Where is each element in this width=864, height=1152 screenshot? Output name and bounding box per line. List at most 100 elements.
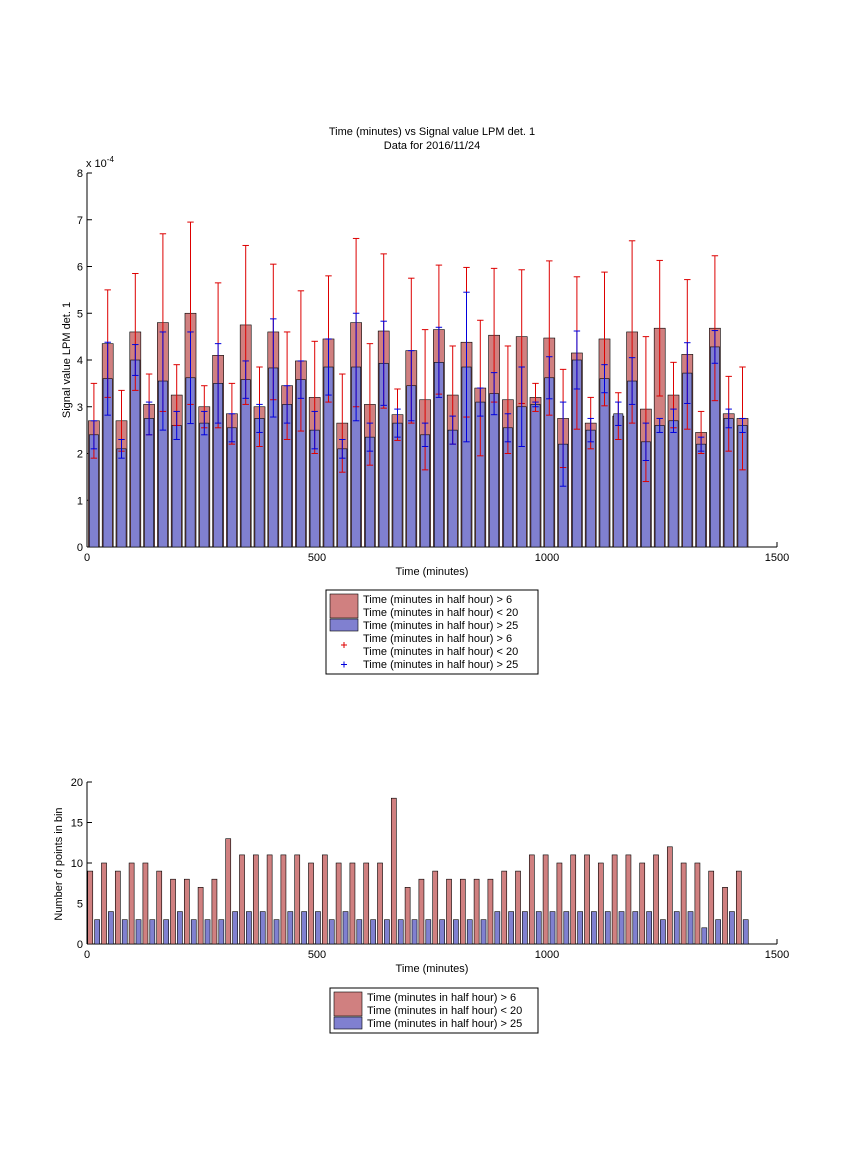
- y-axis-label: Number of points in bin: [53, 807, 65, 920]
- bar-blue: [411, 919, 418, 945]
- x-tick-label: 1000: [535, 552, 559, 564]
- bar-red: [363, 862, 370, 945]
- bar-red: [280, 854, 287, 945]
- bar-red: [183, 878, 190, 945]
- bar-red: [639, 862, 646, 945]
- bar-blue: [453, 919, 459, 945]
- bar-blue: [144, 418, 154, 548]
- bar-red: [225, 838, 232, 945]
- bar-blue: [328, 919, 335, 945]
- bar-blue: [632, 911, 639, 945]
- x-axis-label: Time (minutes): [396, 963, 469, 975]
- bar-red: [735, 870, 742, 945]
- bar-blue: [135, 919, 142, 945]
- y-exponent-label: x 10-4: [86, 155, 114, 170]
- bar-blue: [696, 443, 706, 548]
- x-tick-label: 500: [308, 552, 326, 564]
- bar-red: [142, 862, 149, 945]
- bar-red: [432, 870, 439, 945]
- legend-label: Time (minutes in half hour) > 6: [363, 633, 512, 645]
- bar-red: [570, 854, 577, 945]
- legend-label: Time (minutes in half hour) > 6: [367, 992, 516, 1004]
- bar-red: [156, 870, 163, 945]
- bar-blue: [591, 911, 597, 945]
- y-tick-label: 0: [77, 542, 83, 554]
- bar-blue: [177, 911, 183, 945]
- legend-label: Time (minutes in half hour) > 25: [363, 659, 518, 671]
- bar-red: [625, 854, 632, 945]
- y-tick-label: 3: [77, 402, 83, 414]
- bar-red: [446, 878, 452, 945]
- bar-blue: [204, 919, 211, 945]
- y-tick-label: 0: [77, 939, 83, 951]
- y-exponent-base: x 10: [86, 158, 107, 170]
- bar-blue: [301, 911, 307, 945]
- bar-red: [515, 870, 521, 945]
- y-tick-label: 2: [77, 449, 83, 461]
- bar-blue: [654, 425, 665, 548]
- signal-chart: Time (minutes) vs Signal value LPM det. …: [61, 126, 789, 675]
- bar-blue: [508, 911, 514, 945]
- bar-blue: [742, 919, 749, 945]
- bar-blue: [447, 429, 458, 548]
- bar-blue: [232, 911, 238, 945]
- bar-blue: [384, 919, 390, 945]
- y-axis-label: Signal value LPM det. 1: [61, 302, 73, 418]
- bar-red: [528, 854, 535, 945]
- bar-blue: [687, 911, 694, 945]
- bar-red: [418, 878, 425, 945]
- y-tick-label: 5: [77, 308, 83, 320]
- bar-red: [542, 854, 549, 945]
- legend-label: Time (minutes in half hour) < 20: [363, 646, 518, 658]
- bar-blue: [494, 911, 501, 945]
- bar-red: [266, 854, 273, 945]
- bar-blue: [342, 911, 349, 945]
- y-tick-label: 7: [77, 215, 83, 227]
- bar-red: [197, 886, 204, 945]
- bar-red: [611, 854, 618, 945]
- bar-red: [390, 797, 397, 945]
- bar-red: [239, 854, 245, 945]
- bar-red: [294, 854, 301, 945]
- bar-red: [335, 862, 342, 945]
- bar-blue: [397, 919, 404, 945]
- y-tick-label: 4: [77, 355, 83, 367]
- legend-swatch: [329, 593, 359, 619]
- bar-red: [349, 862, 356, 945]
- bar-blue: [190, 919, 197, 945]
- bar-blue: [108, 911, 114, 945]
- signal-plot-area: 0 500 1000 1500 0 1 2 3 4 5 6 7 8: [77, 168, 789, 564]
- x-tick-label: 500: [308, 949, 326, 961]
- bar-blue: [604, 911, 611, 945]
- bar-red: [101, 862, 107, 945]
- bar-blue: [163, 919, 169, 945]
- bar-blue: [94, 919, 100, 945]
- bar-blue: [466, 919, 473, 945]
- bar-blue: [273, 919, 280, 945]
- bar-blue: [356, 919, 363, 945]
- bar-blue: [522, 911, 528, 945]
- bar-blue: [218, 919, 225, 945]
- bar-blue: [577, 911, 583, 945]
- x-axis-label: Time (minutes): [396, 566, 469, 578]
- bar-blue: [425, 919, 432, 945]
- legend-label: Time (minutes in half hour) < 20: [367, 1005, 522, 1017]
- legend-swatch: [333, 1016, 363, 1030]
- bar-red: [128, 862, 135, 945]
- legend-label: Time (minutes in half hour) < 20: [363, 607, 518, 619]
- y-tick-label: 8: [77, 168, 83, 180]
- bar-red: [708, 870, 715, 945]
- y-tick-label: 5: [77, 899, 83, 911]
- bar-red: [666, 846, 673, 945]
- bar-red: [473, 878, 480, 945]
- legend-box: [329, 987, 539, 1034]
- bar-blue: [287, 911, 294, 945]
- chart-title: Time (minutes) vs Signal value LPM det. …: [329, 126, 535, 138]
- bar-blue: [618, 911, 625, 945]
- bar-red: [556, 862, 563, 945]
- bar-blue: [199, 422, 210, 548]
- bar-blue: [563, 911, 570, 945]
- legend-box: [325, 589, 539, 675]
